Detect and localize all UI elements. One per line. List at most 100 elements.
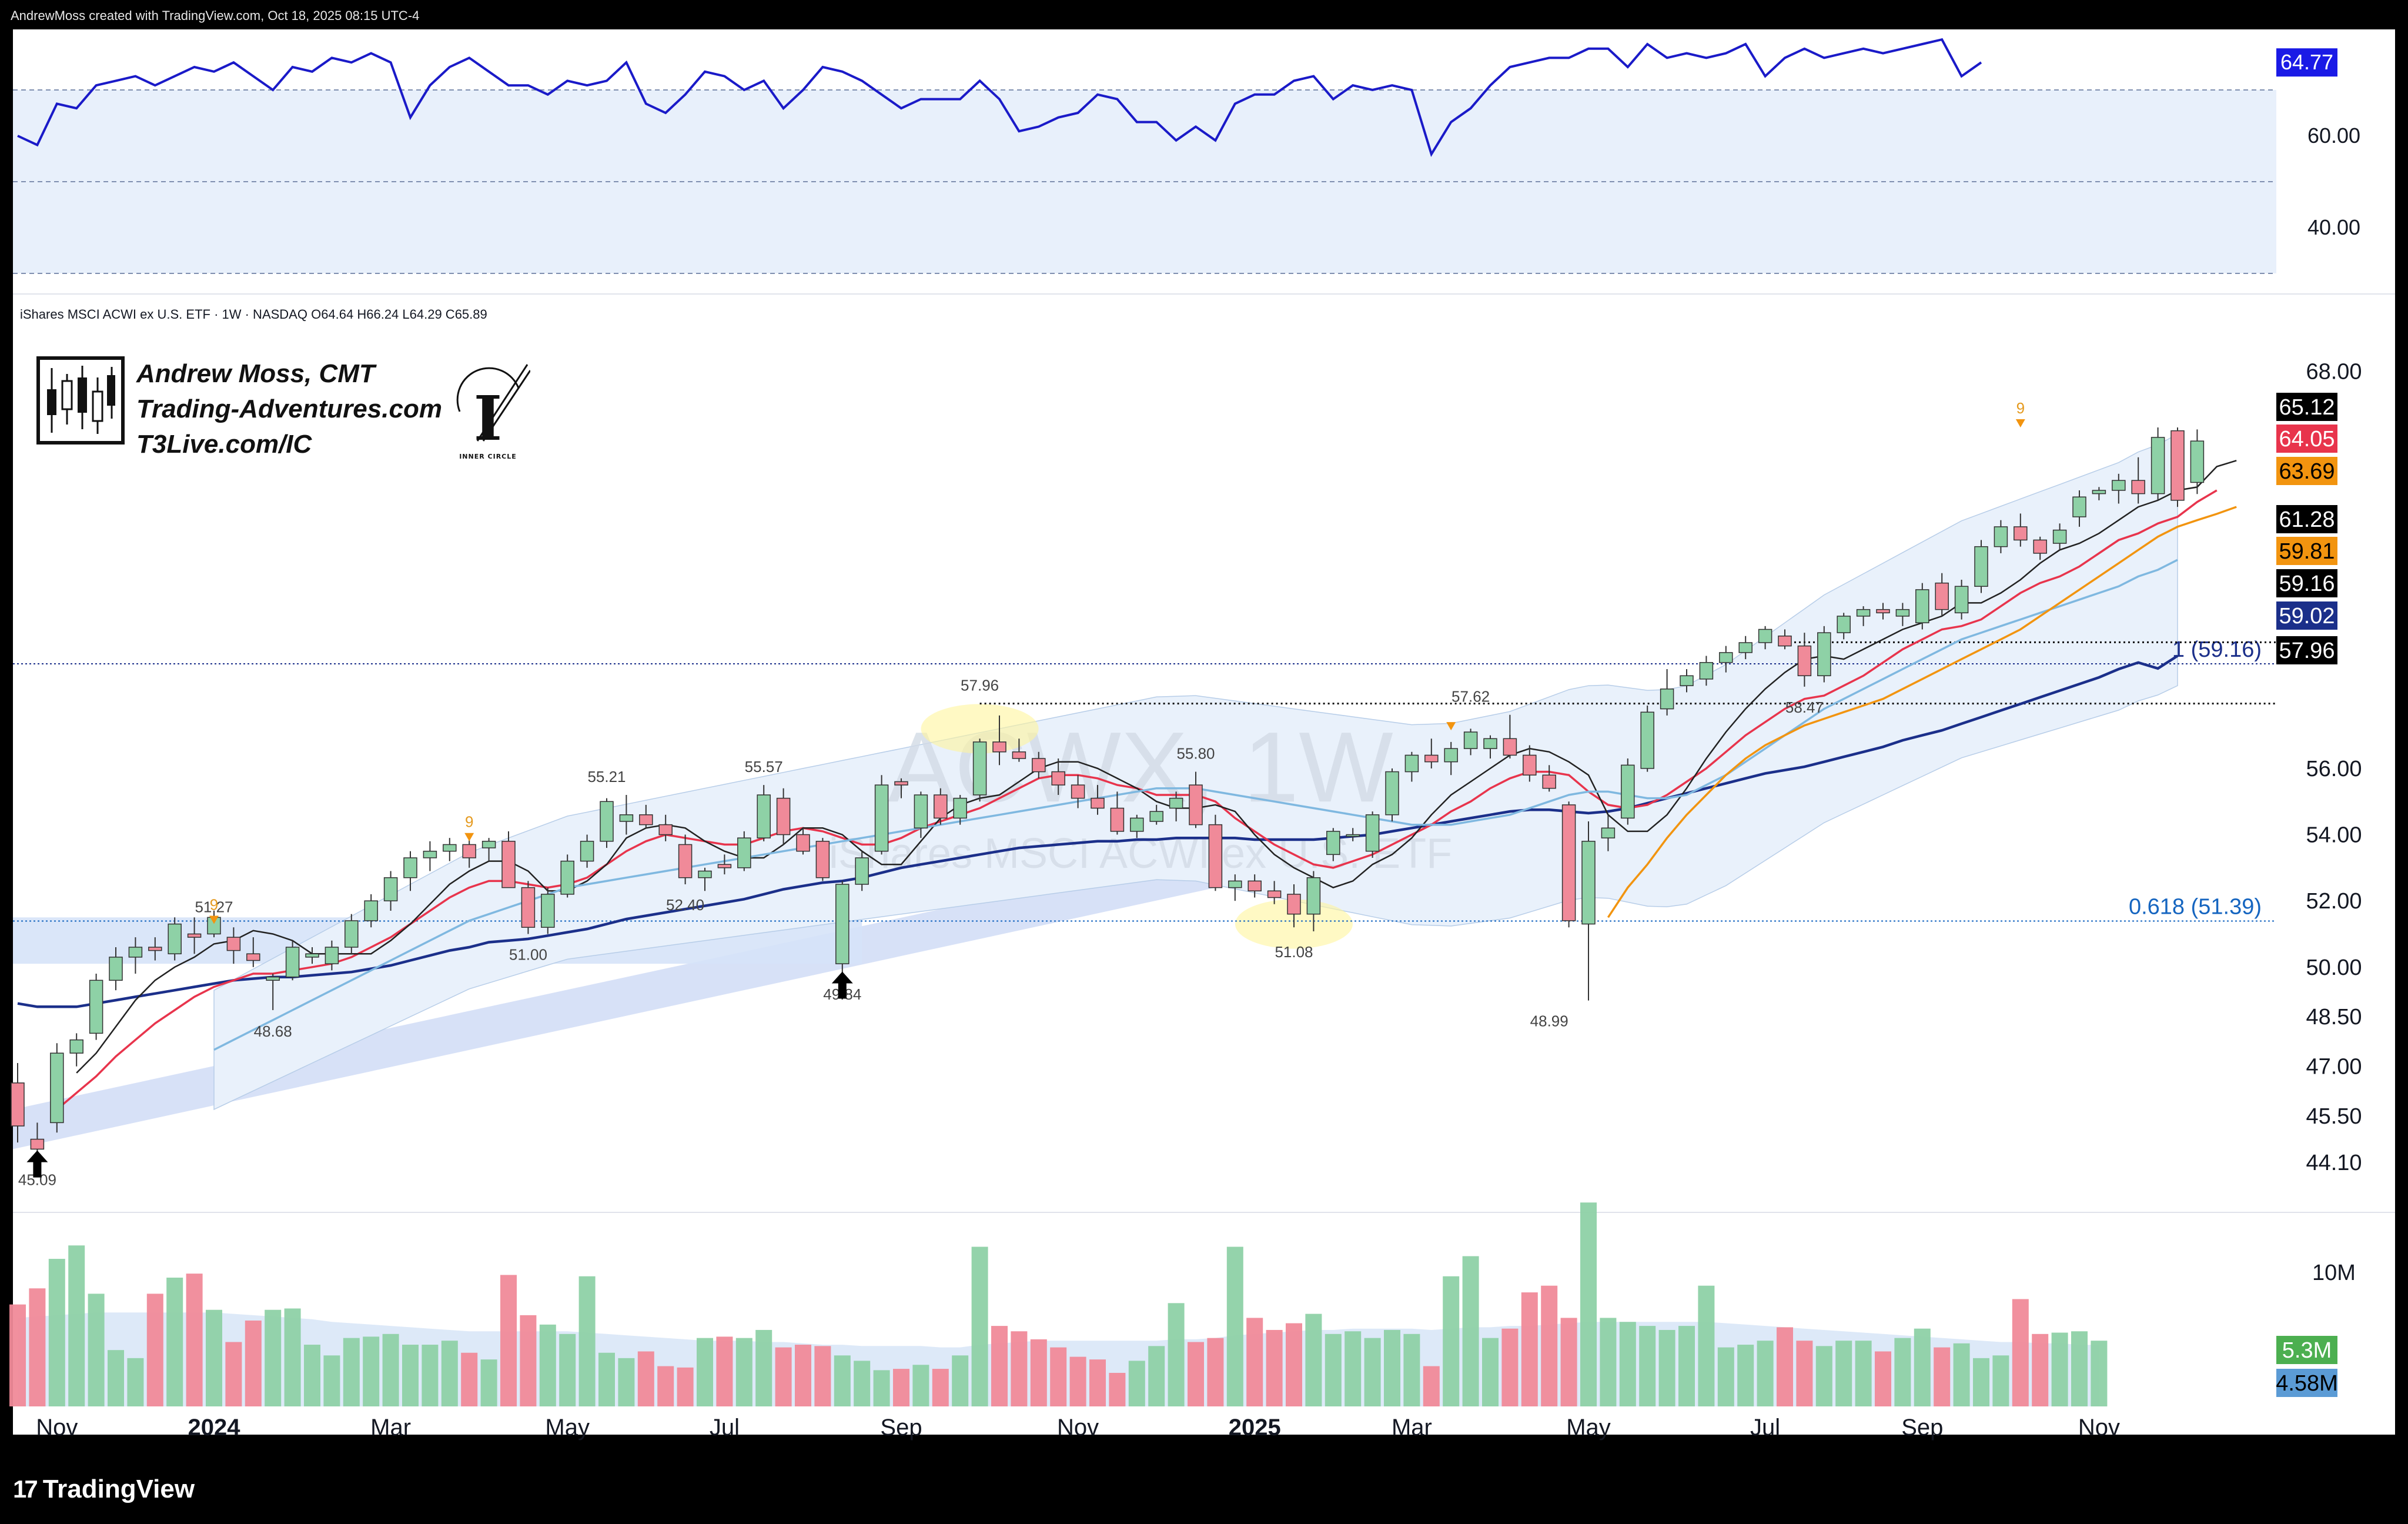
volume-bar-up xyxy=(618,1358,635,1406)
candle xyxy=(1365,811,1380,858)
rsi-tick-label: 40.00 xyxy=(2307,215,2360,239)
volume-bar-up xyxy=(284,1308,301,1406)
volume-bar-up xyxy=(578,1276,596,1406)
candle-body-up xyxy=(109,957,123,981)
candle-body-down xyxy=(992,741,1006,753)
candle-body-down xyxy=(521,887,536,928)
time-axis-label: May xyxy=(1566,1415,1611,1441)
volume-bar-down xyxy=(29,1288,46,1406)
candle-body-down xyxy=(1797,645,1812,677)
volume-bar-up xyxy=(1894,1338,1911,1406)
volume-bar-down xyxy=(461,1352,478,1406)
volume-bar-up xyxy=(422,1345,439,1406)
candle-body-up xyxy=(835,884,850,964)
volume-bar-down xyxy=(146,1294,163,1406)
candle xyxy=(639,804,653,828)
candle xyxy=(11,1063,25,1143)
candle-body-up xyxy=(1817,632,1831,677)
candle xyxy=(1561,801,1576,928)
tradingview-wordmark: TradingView xyxy=(42,1475,195,1503)
volume-bar-down xyxy=(1521,1292,1538,1406)
price-value-badge xyxy=(2276,393,2337,421)
candle xyxy=(678,834,693,885)
candle xyxy=(305,947,319,964)
price-annotation: 55.80 xyxy=(1176,745,1215,763)
price-value-label: 59.81 xyxy=(2279,539,2335,564)
candle-body-up xyxy=(1994,526,2008,547)
candle xyxy=(1503,714,1517,759)
volume-bar-down xyxy=(2012,1299,2029,1406)
candle-body-down xyxy=(1561,804,1576,921)
rsi-value-badge xyxy=(2276,48,2337,77)
candle xyxy=(2151,427,2165,500)
candle xyxy=(2112,473,2126,504)
volume-bar-up xyxy=(1737,1345,1754,1406)
volume-bar-up xyxy=(1678,1326,1695,1406)
candle xyxy=(1680,669,1694,693)
volume-bar-down xyxy=(1875,1351,1891,1406)
candle xyxy=(1346,828,1360,841)
volume-bar-up xyxy=(1698,1285,1715,1406)
candle xyxy=(1621,758,1635,825)
price-annotation: 55.57 xyxy=(745,758,783,776)
price-value-label: 61.28 xyxy=(2279,507,2335,532)
candle-body-down xyxy=(11,1082,25,1127)
candle xyxy=(560,854,574,898)
candle xyxy=(1444,741,1458,776)
candle xyxy=(1248,874,1262,898)
volume-bar-up xyxy=(343,1338,360,1406)
time-axis-label: May xyxy=(545,1415,590,1441)
candle xyxy=(815,838,830,881)
candle xyxy=(1856,606,1871,626)
candle-body-up xyxy=(1326,831,1340,855)
candle-body-up xyxy=(1837,616,1851,633)
rsi-value-label: 64.77 xyxy=(2280,50,2333,74)
time-axis-label: Mar xyxy=(370,1415,411,1441)
author-name: Andrew Moss, CMT xyxy=(136,359,375,388)
volume-tick-label: 10M xyxy=(2312,1261,2356,1285)
ma-line-ema_black xyxy=(76,460,2237,1074)
candle-body-down xyxy=(1287,894,1301,915)
volume-bar-up xyxy=(1403,1333,1420,1406)
volume-bar-down xyxy=(500,1275,517,1406)
price-value-label: 65.12 xyxy=(2279,395,2335,420)
tradingview-footer-logo[interactable]: 17 TradingView xyxy=(13,1475,195,1504)
price-tick-label: 68.00 xyxy=(2306,359,2362,384)
candle-body-down xyxy=(1189,784,1203,825)
candle-body-down xyxy=(639,814,653,825)
candle xyxy=(1326,828,1340,861)
candle-body-up xyxy=(305,953,319,958)
candle xyxy=(698,867,712,891)
price-annotation: 57.62 xyxy=(1452,688,1490,706)
candle xyxy=(1032,751,1046,778)
volume-bar-down xyxy=(245,1320,262,1406)
candle xyxy=(109,947,123,991)
candle xyxy=(894,778,908,798)
volume-bar-up xyxy=(1658,1329,1675,1406)
candle-body-up xyxy=(1856,609,1871,617)
candle-body-down xyxy=(934,794,948,819)
price-value-badge xyxy=(2276,636,2337,664)
symbol-ohlc-line[interactable]: iShares MSCI ACWI ex U.S. ETF · 1W · NAS… xyxy=(20,307,487,322)
candle xyxy=(2131,457,2145,504)
volume-bar-up xyxy=(1815,1346,1832,1406)
candle-body-down xyxy=(1523,754,1537,776)
volume-bar-down xyxy=(186,1274,203,1406)
candle-body-up xyxy=(1621,764,1635,819)
time-axis-label: Sep xyxy=(1901,1415,1943,1441)
candle-body-up xyxy=(128,947,143,958)
td-arrow-icon xyxy=(2015,419,2025,427)
volume-bar-up xyxy=(1855,1341,1872,1406)
volume-bar-down xyxy=(795,1345,811,1406)
price-annotation: 57.96 xyxy=(961,677,999,694)
candle xyxy=(2014,513,2028,547)
candle xyxy=(1404,751,1419,782)
volume-bar-down xyxy=(1777,1327,1793,1406)
candle-body-up xyxy=(325,947,339,964)
volume-bar-down xyxy=(932,1369,949,1406)
candle xyxy=(1071,775,1085,808)
candle xyxy=(1581,821,1596,1001)
price-value-badge xyxy=(2276,601,2337,630)
volume-bar-up xyxy=(1639,1326,1656,1406)
